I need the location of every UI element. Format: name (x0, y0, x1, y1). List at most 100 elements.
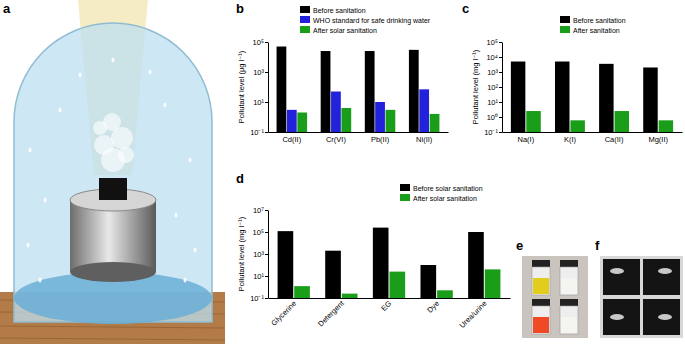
x-tick: EG (379, 298, 393, 313)
y-tick-mark (499, 132, 502, 133)
panel-f-photo (600, 256, 683, 338)
figure: aef10⁻¹10¹10³10⁵Cd(II)Cr(VI)Pb(II)Ni(II)… (0, 0, 685, 344)
vial-glass (532, 267, 550, 295)
y-tick-label: 10³ (487, 68, 498, 77)
droplet (175, 213, 178, 218)
y-tick-label: 10⁵ (253, 228, 264, 237)
y-tick: 10² (487, 83, 502, 92)
bar (277, 47, 287, 132)
chart: 10⁻¹10⁰10¹10²10³10⁴10⁵Na(I)K(I)Ca(II)Mg(… (462, 1, 683, 144)
x-tick: Urea/urine (458, 298, 489, 330)
y-tick-label: 10⁵ (253, 38, 264, 47)
x-axis-line (503, 132, 683, 133)
legend: Before solar sanitationAfter solar sanit… (400, 184, 483, 202)
vial-cap (532, 299, 550, 306)
bar (341, 108, 351, 132)
bar (342, 294, 358, 298)
bar (511, 62, 525, 132)
droplet (29, 148, 32, 153)
legend-label: After solar sanitation (313, 27, 377, 34)
y-tick: 10⁴ (486, 53, 502, 62)
residue (658, 268, 672, 274)
x-axis: GlycerineDetergentEGDyeUrea/urine (269, 298, 511, 330)
bar (386, 110, 396, 132)
absorber-sample (603, 259, 640, 295)
bar (599, 64, 613, 132)
chart: 10⁻¹10¹10³10⁵Cd(II)Cr(VI)Pb(II)Ni(II)Pol… (236, 1, 449, 144)
bars (511, 62, 673, 132)
vial-glass (560, 267, 578, 295)
x-tick: Pb(II) (371, 132, 390, 144)
bar (526, 111, 540, 132)
y-tick-mark (265, 276, 268, 277)
panel-letter: c (462, 1, 469, 16)
x-tick-label: Pb(II) (371, 135, 390, 144)
bar (389, 272, 405, 298)
droplet (27, 243, 30, 248)
vial-cap (560, 299, 578, 306)
residue (610, 268, 624, 274)
bar (287, 110, 297, 132)
y-tick: 10⁵ (487, 38, 502, 47)
y-tick: 10⁻¹ (250, 128, 268, 137)
x-tick-label: Cd(II) (282, 135, 301, 144)
bar (468, 232, 484, 298)
legend: Before sanitationWHO standard for safe d… (300, 6, 431, 34)
x-tick-label: Ca(II) (605, 135, 624, 144)
droplet (189, 158, 192, 163)
legend-swatch (300, 6, 310, 13)
vial-liquid (533, 317, 549, 333)
bar (420, 265, 436, 298)
y-tick-mark (499, 72, 502, 73)
y-tick-label: 10⁻¹ (484, 128, 498, 137)
vial-glass (560, 306, 578, 334)
droplet (79, 73, 82, 78)
y-tick: 10⁵ (253, 38, 268, 47)
y-axis: 10⁻¹10¹10³10⁵ (250, 38, 268, 137)
x-tick: Ni(II) (416, 132, 433, 144)
droplet (59, 108, 62, 113)
y-tick-label: 10⁰ (487, 113, 498, 122)
bar (325, 251, 341, 298)
panel-letter: e (516, 238, 523, 253)
photo-background (522, 256, 588, 338)
y-tick: 10¹ (253, 272, 268, 281)
y-tick-mark (265, 102, 268, 103)
y-tick-label: 10² (487, 83, 498, 92)
panel-letter: b (236, 1, 244, 16)
x-tick: K(I) (564, 132, 577, 144)
x-tick: Mg(II) (648, 132, 668, 144)
y-axis: 10⁻¹10¹10³10⁵10⁷ (250, 206, 268, 303)
x-tick-label: Urea/urine (458, 299, 489, 330)
x-tick-label: Mg(II) (648, 135, 668, 144)
x-tick-label: EG (379, 299, 393, 313)
panel-letter: a (3, 1, 11, 16)
vapor (118, 147, 134, 163)
y-tick: 10¹ (253, 98, 268, 107)
legend-swatch (400, 184, 410, 191)
bar (331, 92, 341, 132)
vial-glass (532, 306, 550, 334)
y-tick-mark (265, 254, 268, 255)
bar (278, 231, 294, 298)
x-axis-line (269, 132, 449, 133)
absorber-sample (643, 299, 680, 335)
legend-swatch (400, 194, 410, 201)
x-tick-label: K(I) (564, 135, 577, 144)
legend-swatch (300, 16, 310, 23)
container-bottom (70, 262, 156, 282)
x-tick: Cd(II) (282, 132, 301, 144)
x-tick-label: Glycerine (269, 299, 298, 328)
vial-cap (532, 260, 550, 267)
residue (658, 314, 672, 320)
bar (321, 51, 331, 132)
y-tick: 10⁻¹ (484, 128, 502, 137)
y-tick-label: 10⁻¹ (250, 128, 264, 137)
y-axis-line (502, 43, 503, 133)
bar (437, 290, 453, 298)
droplet (44, 198, 47, 203)
vial-liquid (561, 278, 577, 294)
y-tick-mark (265, 72, 268, 73)
y-tick-mark (499, 102, 502, 103)
absorber-sample (643, 259, 680, 295)
